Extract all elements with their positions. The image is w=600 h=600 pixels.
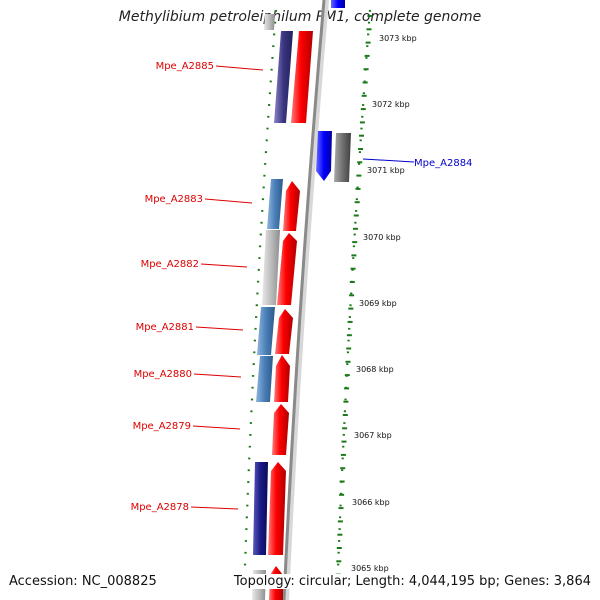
gene-arrow-A2878	[268, 462, 286, 555]
gene-label-A2878[interactable]: Mpe_A2878	[131, 502, 189, 513]
scale-tick-marks	[335, 15, 373, 589]
gene-label-A2884[interactable]: Mpe_A2884	[414, 158, 472, 169]
gene-label-A2881[interactable]: Mpe_A2881	[136, 322, 194, 333]
gene-arrow-A2885	[291, 31, 313, 123]
gene-arrow-A2879	[272, 404, 289, 455]
accession-text: Accession: NC_008825	[9, 574, 157, 589]
scale-label-3072: 3072 kbp	[372, 100, 410, 109]
cog-feature-A2882	[262, 230, 280, 305]
gene-label-A2882[interactable]: Mpe_A2882	[141, 259, 199, 270]
gene-callouts	[190, 65, 415, 510]
gene-label-A2885[interactable]: Mpe_A2885	[156, 61, 214, 72]
gene-arrow-A2881	[275, 309, 293, 354]
cog-feature-A2883	[267, 179, 283, 229]
scale-label-3065: 3065 kbp	[351, 564, 389, 573]
other-feature-reverse	[334, 133, 351, 182]
gene-arrow-A2884	[316, 131, 332, 181]
topology-text: Topology: circular; Length: 4,044,195 bp…	[231, 574, 591, 589]
gene-arrow-A2880	[274, 355, 290, 402]
backbone-shadow	[283, 0, 329, 600]
scale-label-3069: 3069 kbp	[359, 299, 397, 308]
gene-label-A2883[interactable]: Mpe_A2883	[145, 194, 203, 205]
gene-label-A2880[interactable]: Mpe_A2880	[134, 369, 192, 380]
scale-label-3068: 3068 kbp	[356, 365, 394, 374]
gray-feature-top	[264, 14, 275, 30]
gene-arrow-A2882	[277, 233, 297, 305]
scale-label-3073: 3073 kbp	[379, 34, 417, 43]
cog-feature-A2881	[257, 307, 275, 355]
cog-feature-A2885	[274, 31, 293, 123]
cog-feature-A2880	[256, 356, 273, 402]
cog-feature-A2878	[253, 462, 268, 555]
scale-label-3071: 3071 kbp	[367, 166, 405, 175]
gene-arrow-A2883	[283, 181, 300, 231]
gene-label-A2879[interactable]: Mpe_A2879	[133, 421, 191, 432]
reverse-gene-top	[331, 0, 345, 8]
map-title: Methylibium petroleiphilum PM1, complete…	[118, 9, 482, 25]
scale-label-3066: 3066 kbp	[352, 498, 390, 507]
backbone	[282, 0, 326, 600]
scale-label-3070: 3070 kbp	[363, 233, 401, 242]
scale-label-3067: 3067 kbp	[354, 431, 392, 440]
